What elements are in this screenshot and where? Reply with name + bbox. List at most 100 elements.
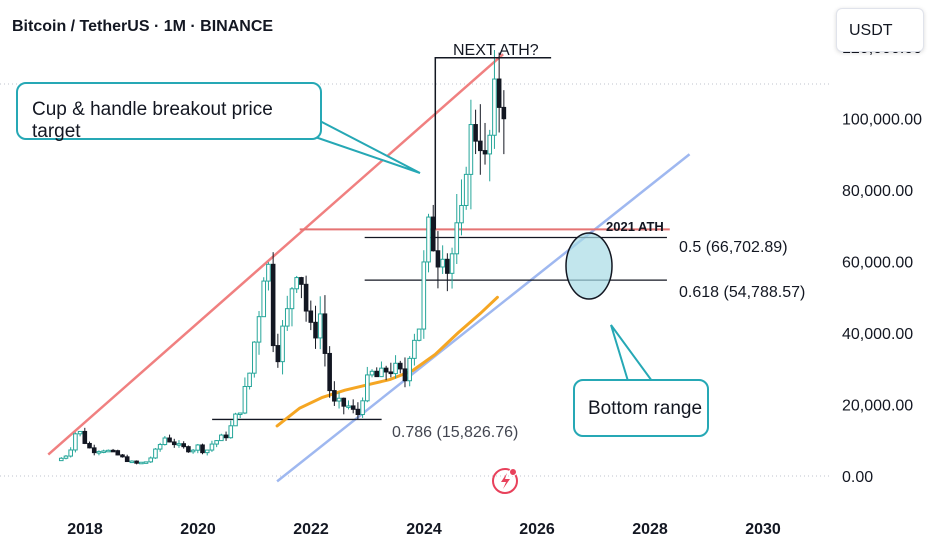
candle-body xyxy=(143,461,149,464)
candle-body xyxy=(77,430,83,435)
candle-body xyxy=(355,408,361,415)
tradingview-logo-icon xyxy=(492,468,518,494)
x-tick-label: 2018 xyxy=(67,521,103,538)
candle-body xyxy=(280,325,285,363)
candle-body xyxy=(115,450,121,456)
candle-body xyxy=(87,442,92,449)
candle-body xyxy=(322,313,328,354)
ath-2021-label: 2021 ATH xyxy=(606,219,664,234)
candle-body xyxy=(195,444,201,451)
candle-body xyxy=(383,367,389,373)
candle-body xyxy=(284,308,290,327)
x-tick-label: 2026 xyxy=(519,521,555,538)
trendlines xyxy=(47,53,691,483)
candle-body xyxy=(247,372,252,388)
candle-body xyxy=(482,150,488,155)
candle-body xyxy=(209,443,215,451)
candle-body xyxy=(492,78,497,136)
candle-body xyxy=(468,124,474,175)
candle-body xyxy=(402,368,408,382)
candle-body xyxy=(435,250,441,268)
bottom-range-callout: Bottom range xyxy=(573,379,709,437)
x-tick-label: 2030 xyxy=(745,521,781,538)
candle-body xyxy=(303,283,309,312)
candle-body xyxy=(82,430,88,444)
candle-body xyxy=(214,440,219,445)
y-tick-label: 40,000.00 xyxy=(842,326,913,343)
candle-body xyxy=(237,412,243,416)
candle-body xyxy=(223,434,229,439)
candle-body xyxy=(463,173,469,206)
x-tick-label: 2022 xyxy=(293,521,329,538)
candle-body xyxy=(393,362,398,375)
candle-body xyxy=(426,216,431,263)
y-tick-label: 0.00 xyxy=(842,469,873,486)
candle-body xyxy=(346,405,351,408)
candle-body xyxy=(157,444,163,450)
candle-body xyxy=(129,460,135,464)
candle-body xyxy=(91,447,97,454)
candle-body xyxy=(148,457,154,463)
cup-handle-callout: Cup & handle breakout price target xyxy=(16,82,322,142)
candle-body xyxy=(200,444,205,454)
candle-body xyxy=(266,263,271,282)
y-tick-label: 100,000.00 xyxy=(842,112,922,129)
candle-body xyxy=(327,352,332,392)
candle-body xyxy=(256,316,262,343)
candle-body xyxy=(171,441,177,446)
candle-body xyxy=(204,449,210,454)
candle-body xyxy=(252,341,257,374)
candles xyxy=(58,50,507,465)
candle-body xyxy=(299,277,304,285)
candle-body xyxy=(110,449,116,453)
candle-body xyxy=(501,106,507,120)
candle-body xyxy=(219,434,224,442)
candle-body xyxy=(68,449,73,457)
candle-body xyxy=(445,258,450,274)
next-ath-label: NEXT ATH? xyxy=(453,42,539,59)
candle-body xyxy=(58,457,64,462)
candle-body xyxy=(365,374,370,402)
candle-body xyxy=(317,313,323,339)
candle-body xyxy=(430,216,436,252)
x-axis[interactable]: 2018 2020 2022 2024 2026 2028 2030 xyxy=(67,521,781,538)
chart-title: Bitcoin / TetherUS · 1M · BINANCE xyxy=(12,18,274,35)
candle-body xyxy=(440,258,445,268)
candle-body xyxy=(449,253,455,274)
candle-body xyxy=(308,310,314,323)
candle-body xyxy=(73,433,78,451)
candle-body xyxy=(421,261,427,330)
candle-body xyxy=(496,78,502,108)
fib-levels xyxy=(212,228,670,421)
candle-body xyxy=(397,362,403,370)
candle-body xyxy=(360,400,365,415)
candle-body xyxy=(289,288,295,310)
y-tick-label: 20,000.00 xyxy=(842,398,913,415)
candle-body xyxy=(369,370,375,376)
candle-body xyxy=(487,134,493,155)
candle-body xyxy=(101,450,106,453)
x-tick-label: 2028 xyxy=(632,521,668,538)
candle-body xyxy=(139,461,144,465)
next-ath-bracket xyxy=(434,56,552,230)
candle-body xyxy=(134,460,139,464)
bottom-range-highlight xyxy=(565,232,613,300)
candle-body xyxy=(162,437,168,446)
currency-selector-button[interactable]: USDT xyxy=(836,8,924,52)
candle-body xyxy=(228,425,234,439)
candle-body xyxy=(332,390,337,402)
candle-body xyxy=(374,370,380,378)
moving-average-line xyxy=(275,295,499,428)
candle-body xyxy=(407,357,412,382)
candle-body xyxy=(379,367,384,378)
candle-body xyxy=(473,124,478,142)
candle-body xyxy=(106,449,111,453)
candle-body xyxy=(176,443,182,446)
overlays: NEXT ATH? 2021 ATH 0.5 (66,702.89) 0.618… xyxy=(317,42,805,494)
x-tick-label: 2020 xyxy=(180,521,216,538)
candle-body xyxy=(233,413,238,427)
candle-body xyxy=(190,449,196,453)
fib-05-label: 0.5 (66,702.89) xyxy=(679,239,788,256)
candle-body xyxy=(167,437,172,443)
